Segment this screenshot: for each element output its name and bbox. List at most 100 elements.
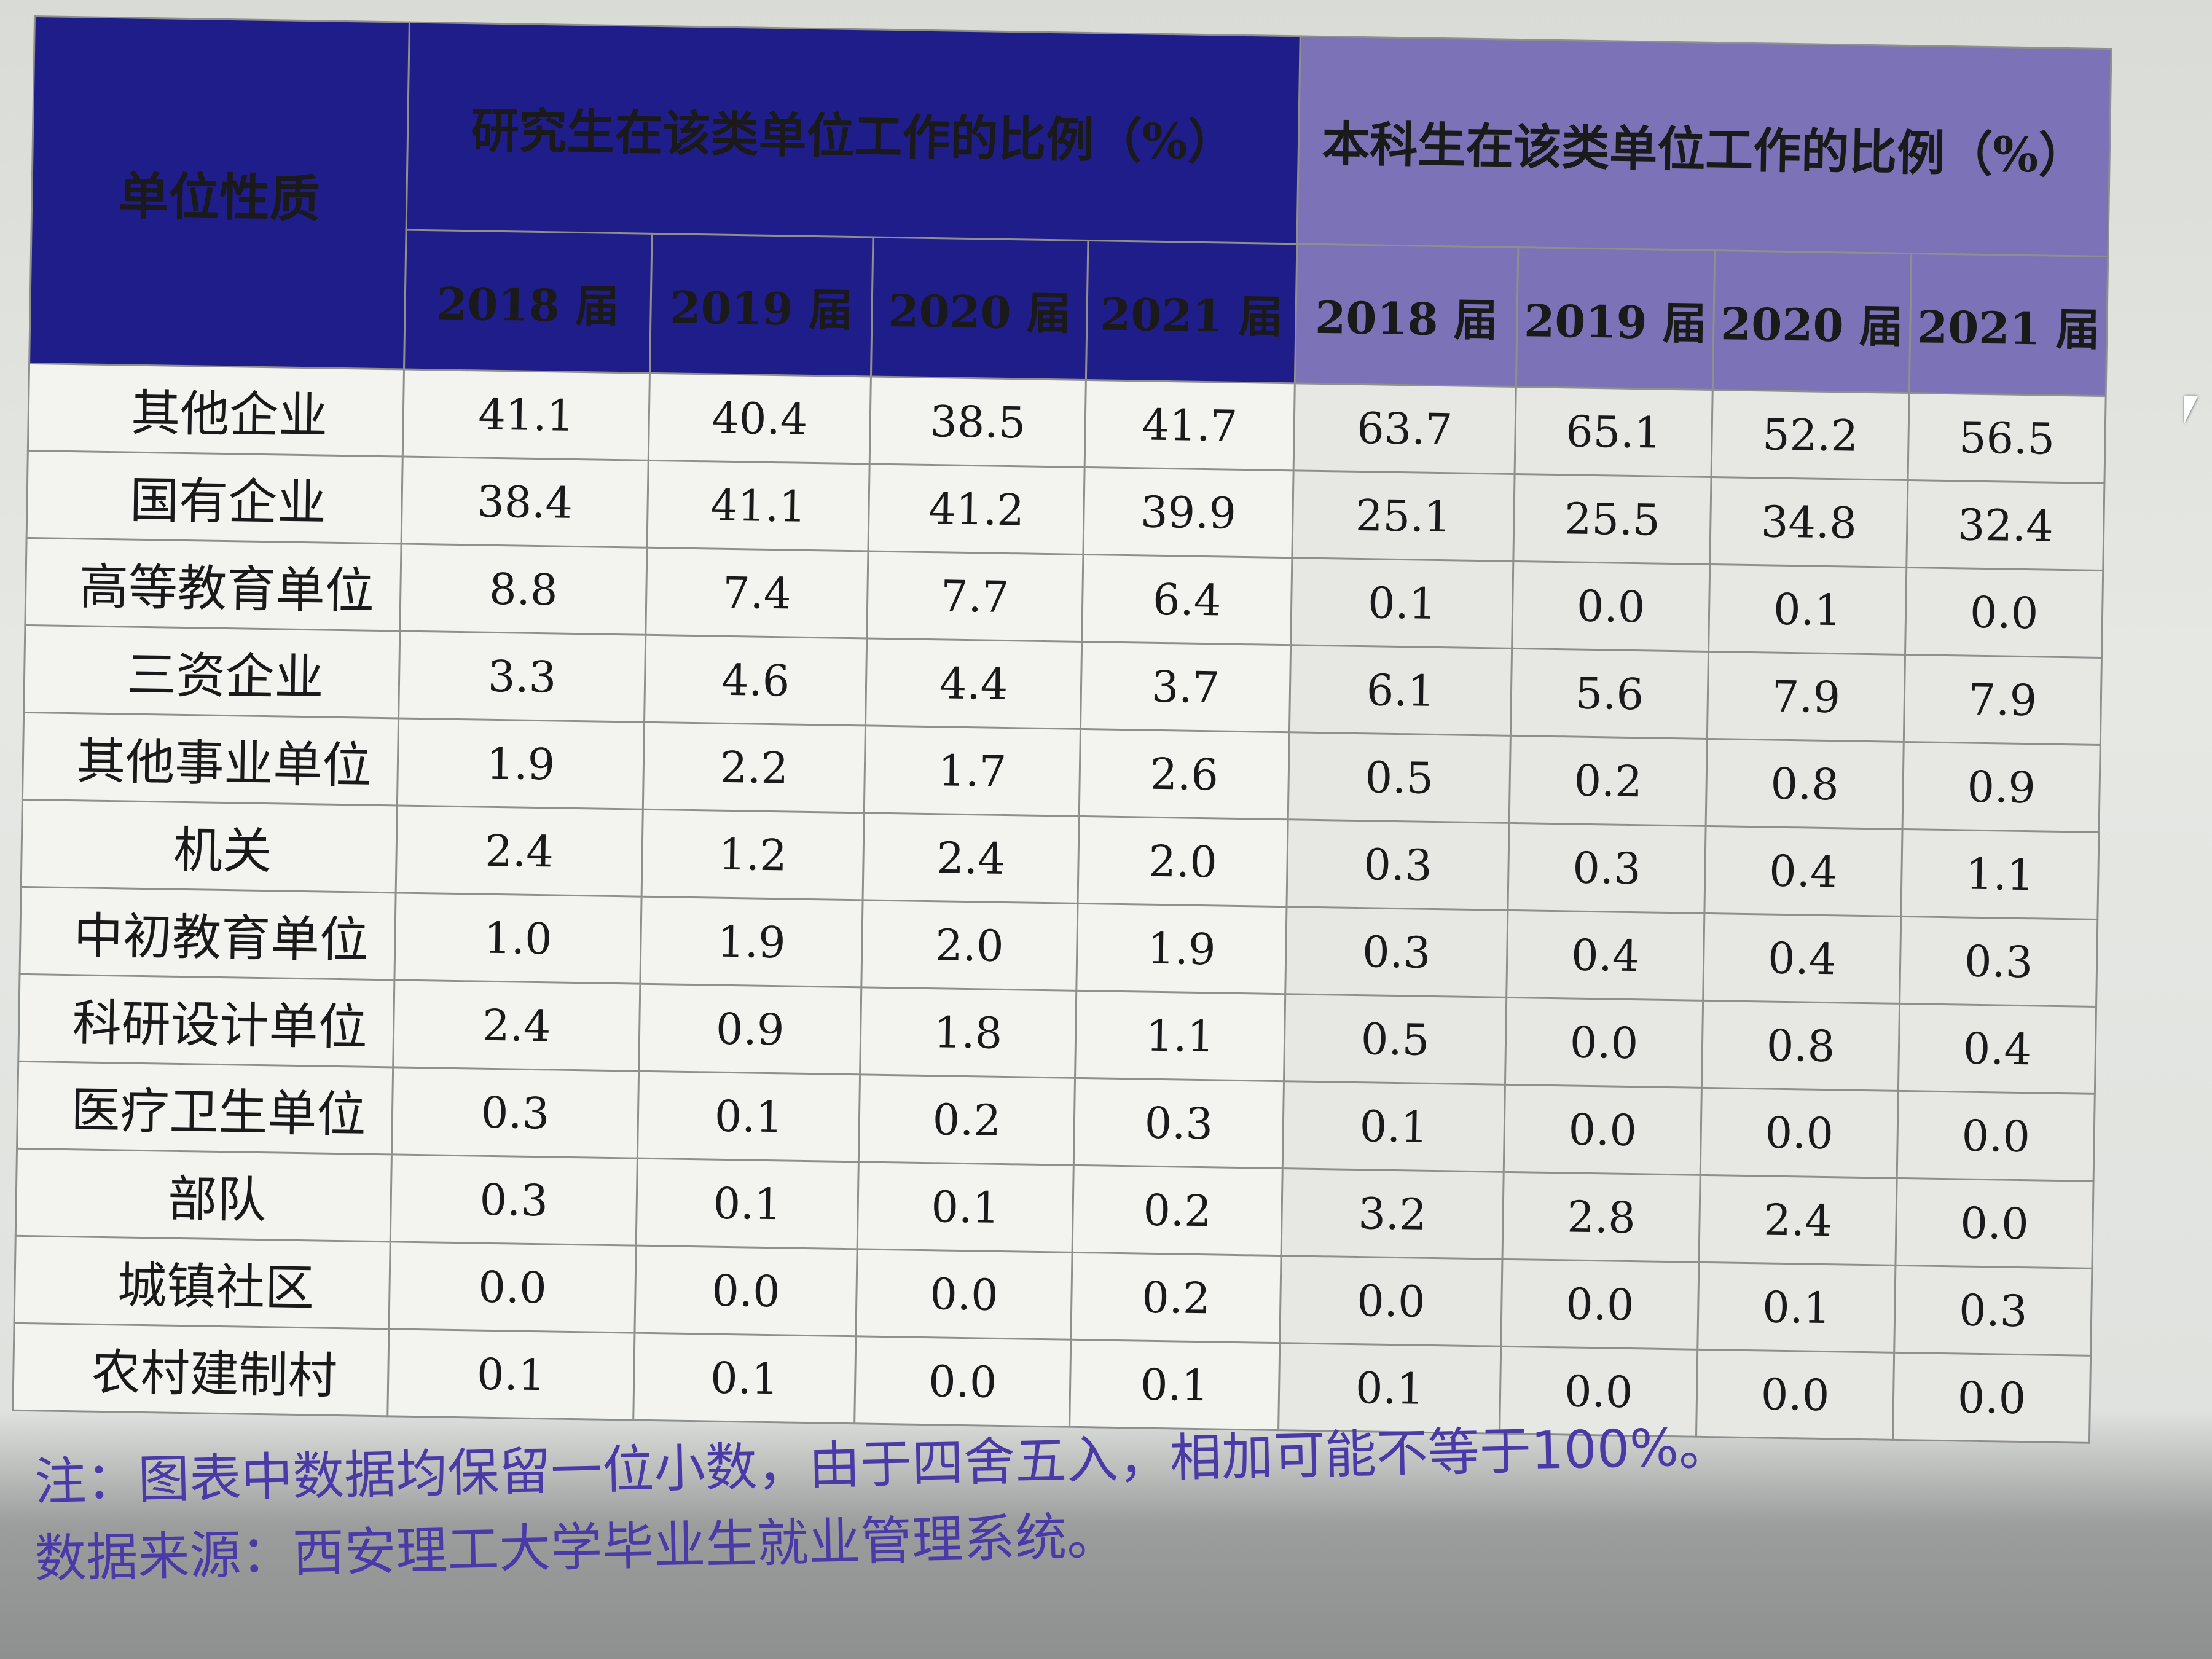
unit-type-label: 国有企业	[26, 450, 403, 544]
ug-value-cell: 0.1	[1708, 564, 1907, 655]
ug-value-cell: 0.0	[1500, 1259, 1699, 1350]
ug-value-cell: 0.1	[1290, 557, 1513, 649]
grad-value-cell: 0.0	[634, 1245, 858, 1336]
grad-value-cell: 2.0	[861, 900, 1078, 991]
ug-value-cell: 0.9	[1902, 742, 2101, 833]
ug-value-cell: 2.8	[1502, 1172, 1701, 1263]
employment-table-sheet: 单位性质 研究生在该类单位工作的比例（%） 本科生在该类单位工作的比例（%） 2…	[12, 15, 2112, 1444]
grad-value-cell: 2.4	[863, 812, 1080, 904]
grad-value-cell: 0.0	[855, 1249, 1073, 1340]
ug-value-cell: 0.8	[1701, 1000, 1900, 1091]
unit-type-label: 高等教育单位	[25, 538, 402, 631]
ug-value-cell: 0.3	[1286, 819, 1510, 911]
ug-year-2020: 2020 届	[1712, 250, 1912, 393]
grad-value-cell: 0.2	[1072, 1165, 1283, 1256]
grad-value-cell: 0.1	[857, 1161, 1074, 1253]
ug-value-cell: 56.5	[1907, 393, 2106, 484]
unit-type-label: 中初教育单位	[19, 887, 396, 980]
grad-value-cell: 41.2	[868, 463, 1085, 555]
ug-value-cell: 0.8	[1706, 739, 1904, 830]
grad-value-cell: 4.6	[644, 635, 867, 726]
grad-value-cell: 2.0	[1078, 816, 1288, 907]
ug-value-cell: 0.3	[1899, 916, 2098, 1007]
grad-value-cell: 41.1	[647, 460, 870, 551]
grad-value-cell: 0.1	[637, 1071, 860, 1162]
grad-year-2019: 2019 届	[649, 233, 873, 377]
unit-type-label: 农村建制村	[12, 1323, 389, 1416]
ug-value-cell: 0.0	[1905, 567, 2103, 658]
unit-type-label: 城镇社区	[14, 1236, 391, 1329]
unit-type-label: 三资企业	[23, 625, 400, 718]
unit-type-label: 科研设计单位	[18, 974, 394, 1067]
ug-year-2019: 2019 届	[1516, 247, 1715, 390]
ug-value-cell: 25.5	[1513, 474, 1712, 565]
grad-value-cell: 4.4	[865, 638, 1082, 729]
grad-value-cell: 7.4	[645, 547, 868, 638]
grad-value-cell: 0.1	[633, 1333, 856, 1424]
grad-value-cell: 0.9	[638, 984, 861, 1075]
ug-value-cell: 63.7	[1293, 383, 1516, 474]
ug-value-cell: 6.1	[1289, 645, 1512, 736]
ug-value-cell: 0.3	[1285, 906, 1508, 998]
ug-value-cell: 65.1	[1515, 386, 1713, 477]
ug-value-cell: 32.4	[1906, 480, 2104, 571]
ug-value-cell: 0.0	[1504, 1084, 1702, 1175]
ug-year-2018: 2018 届	[1295, 243, 1518, 387]
graduate-ratio-header: 研究生在该类单位工作的比例（%）	[406, 22, 1301, 244]
ug-year-2021: 2021 届	[1909, 253, 2108, 396]
grad-value-cell: 0.2	[1070, 1252, 1282, 1343]
undergrad-ratio-header: 本科生在该类单位工作的比例（%）	[1296, 36, 2112, 257]
grad-value-cell: 2.6	[1079, 729, 1290, 820]
ug-value-cell: 0.0	[1505, 997, 1703, 1088]
grad-value-cell: 41.1	[402, 369, 650, 461]
ug-value-cell: 0.0	[1895, 1178, 2094, 1269]
grad-value-cell: 1.9	[640, 896, 863, 987]
grad-value-cell: 40.4	[648, 373, 871, 464]
ug-value-cell: 0.1	[1282, 1081, 1505, 1172]
ug-value-cell: 0.5	[1288, 732, 1511, 823]
grad-value-cell: 1.0	[394, 892, 642, 984]
grad-value-cell: 0.1	[636, 1158, 859, 1249]
grad-value-cell: 39.9	[1083, 467, 1294, 558]
grad-value-cell: 0.0	[388, 1241, 637, 1333]
grad-value-cell: 6.4	[1081, 554, 1292, 645]
ug-value-cell: 52.2	[1711, 390, 1910, 480]
grad-year-2021: 2021 届	[1086, 240, 1297, 383]
grad-value-cell: 0.3	[391, 1067, 639, 1159]
grad-value-cell: 1.7	[864, 725, 1081, 817]
ug-value-cell: 1.1	[1900, 829, 2100, 920]
ug-value-cell: 7.9	[1904, 654, 2102, 745]
grad-year-2018: 2018 届	[404, 229, 653, 374]
mouse-cursor-icon	[2184, 396, 2198, 423]
grad-value-cell: 0.3	[390, 1154, 638, 1246]
grad-value-cell: 0.2	[858, 1074, 1075, 1166]
ug-value-cell: 0.1	[1697, 1262, 1896, 1353]
ug-value-cell: 0.5	[1284, 994, 1507, 1085]
ug-value-cell: 0.0	[1897, 1091, 2095, 1182]
grad-value-cell: 0.3	[1073, 1078, 1284, 1169]
ug-value-cell: 25.1	[1292, 470, 1515, 562]
grad-value-cell: 1.2	[641, 809, 865, 900]
grad-value-cell: 8.8	[399, 544, 648, 635]
ug-value-cell: 3.2	[1281, 1168, 1504, 1260]
grad-value-cell: 1.9	[397, 718, 645, 810]
grad-value-cell: 38.5	[869, 376, 1086, 468]
grad-value-cell: 1.1	[1075, 990, 1285, 1081]
grad-value-cell: 7.7	[866, 551, 1083, 642]
unit-type-label: 部队	[15, 1148, 392, 1242]
unit-type-label: 其他事业单位	[22, 712, 399, 806]
unit-type-label: 机关	[21, 799, 398, 893]
grad-value-cell: 1.9	[1076, 903, 1287, 994]
grad-value-cell: 41.7	[1084, 380, 1295, 471]
unit-type-label: 其他企业	[28, 363, 404, 457]
ug-value-cell: 0.4	[1703, 913, 1901, 1004]
ug-value-cell: 0.4	[1506, 910, 1704, 1001]
ug-value-cell: 2.4	[1698, 1175, 1897, 1266]
ug-value-cell: 0.0	[1279, 1255, 1502, 1347]
employment-table: 单位性质 研究生在该类单位工作的比例（%） 本科生在该类单位工作的比例（%） 2…	[12, 15, 2112, 1444]
unit-type-label: 医疗卫生单位	[17, 1061, 393, 1155]
grad-value-cell: 0.1	[387, 1328, 635, 1421]
ug-value-cell: 5.6	[1510, 648, 1709, 739]
grad-value-cell: 0.0	[854, 1336, 1071, 1427]
grad-year-2020: 2020 届	[871, 237, 1088, 380]
